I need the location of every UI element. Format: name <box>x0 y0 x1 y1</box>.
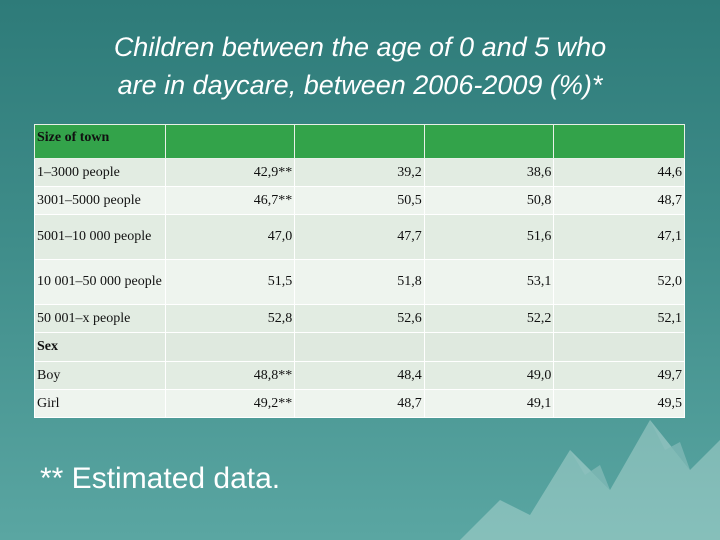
table-cell: 48,7 <box>553 186 685 215</box>
slide-title-line1: Children between the age of 0 and 5 who <box>113 32 607 62</box>
table-cell: 48,8** <box>164 361 296 390</box>
table-cell: 42,9** <box>164 158 296 187</box>
table-row: 1–3000 people 42,9** 39,2 38,6 44,6 <box>34 158 685 187</box>
table-cell: 49,7 <box>553 361 685 390</box>
table-cell: 44,6 <box>553 158 685 187</box>
table-cell: 47,7 <box>294 214 425 260</box>
row-label: 3001–5000 people <box>34 186 166 215</box>
table-cell: 47,1 <box>553 214 685 260</box>
table-cell: 49,5 <box>553 389 685 418</box>
table-cell: 52,1 <box>553 304 685 333</box>
table-cell <box>423 332 555 362</box>
row-label: 1–3000 people <box>34 158 166 187</box>
table-cell: 51,8 <box>294 259 425 305</box>
footnote: ** Estimated data. <box>40 462 281 495</box>
section-label-sex: Sex <box>34 332 166 362</box>
table-cell: 49,2** <box>164 389 296 418</box>
table-cell: 49,0 <box>423 361 555 390</box>
slide-title-line2: are in daycare, between 2006-2009 (%)* <box>117 70 603 100</box>
row-label: 50 001–x people <box>34 304 166 333</box>
table-cell: 50,5 <box>294 186 425 215</box>
table-row: 5001–10 000 people 47,0 47,7 51,6 47,1 <box>34 214 685 260</box>
table-cell: 46,7** <box>164 186 296 215</box>
header-cell <box>423 124 555 159</box>
table-cell: 47,0 <box>164 214 296 260</box>
table-cell: 52,2 <box>423 304 555 333</box>
row-label: 5001–10 000 people <box>34 214 166 260</box>
table-cell: 53,1 <box>423 259 555 305</box>
table-cell <box>164 332 296 362</box>
table-cell: 48,4 <box>294 361 425 390</box>
table-cell: 39,2 <box>294 158 425 187</box>
row-label: 10 001–50 000 people <box>34 259 166 305</box>
table-cell: 49,1 <box>423 389 555 418</box>
table-cell: 51,5 <box>164 259 296 305</box>
table-cell: 48,7 <box>294 389 425 418</box>
table-cell: 52,8 <box>164 304 296 333</box>
slide-title: Children between the age of 0 and 5 who … <box>0 28 720 104</box>
row-label: Boy <box>34 361 166 390</box>
table-cell: 50,8 <box>423 186 555 215</box>
table-row: Girl 49,2** 48,7 49,1 49,5 <box>34 389 685 418</box>
table-cell <box>553 332 685 362</box>
header-cell <box>164 124 296 159</box>
mountain-decoration <box>460 420 720 540</box>
table-cell: 52,6 <box>294 304 425 333</box>
table-cell: 52,0 <box>553 259 685 305</box>
table-cell <box>294 332 425 362</box>
header-cell <box>294 124 425 159</box>
table-header-row: Size of town <box>34 124 685 159</box>
table-cell: 38,6 <box>423 158 555 187</box>
header-size-of-town: Size of town <box>34 124 166 159</box>
table-cell: 51,6 <box>423 214 555 260</box>
section-row-sex: Sex <box>34 332 685 362</box>
daycare-table: Size of town 1–3000 people 42,9** 39,2 3… <box>34 124 685 418</box>
table-row: Boy 48,8** 48,4 49,0 49,7 <box>34 361 685 390</box>
table-row: 3001–5000 people 46,7** 50,5 50,8 48,7 <box>34 186 685 215</box>
table-row: 10 001–50 000 people 51,5 51,8 53,1 52,0 <box>34 259 685 305</box>
header-cell <box>553 124 685 159</box>
row-label: Girl <box>34 389 166 418</box>
table-row: 50 001–x people 52,8 52,6 52,2 52,1 <box>34 304 685 333</box>
